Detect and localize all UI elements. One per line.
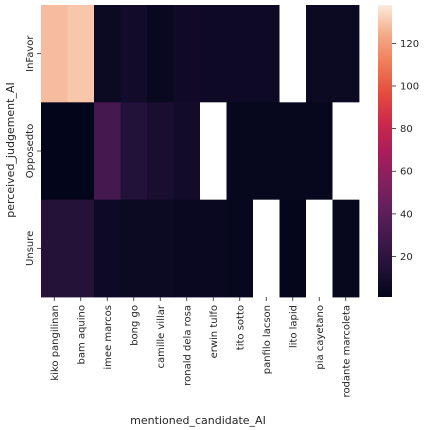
heatmap-cell bbox=[306, 199, 333, 298]
heatmap-cell bbox=[253, 102, 280, 201]
colorbar-tick-label: 80 bbox=[400, 124, 413, 135]
heatmap-cell bbox=[147, 102, 174, 201]
heatmap-cell bbox=[41, 199, 68, 298]
x-tick-label: rodante marcoleta bbox=[341, 305, 352, 397]
heatmap-cell bbox=[94, 5, 121, 103]
heatmap-cell bbox=[226, 102, 254, 201]
heatmap-cell bbox=[41, 102, 68, 201]
heatmap-cell bbox=[279, 5, 307, 103]
colorbar-tick-label: 40 bbox=[400, 209, 413, 220]
colorbar-ticks: 20 40 60 80 100 120 bbox=[392, 39, 419, 263]
colorbar-tick-label: 120 bbox=[400, 39, 419, 50]
x-tick-label: ronald dela rosa bbox=[182, 305, 193, 386]
y-tick-label: Unsure bbox=[25, 231, 36, 266]
heatmap-cell bbox=[200, 102, 227, 201]
heatmap-cell bbox=[94, 102, 121, 201]
heatmap-cell bbox=[67, 5, 95, 103]
x-tick-label: bam aquino bbox=[76, 305, 87, 364]
heatmap-cell bbox=[120, 102, 148, 201]
heatmap-cell bbox=[173, 5, 201, 103]
x-axis-label: mentioned_candidate_AI bbox=[130, 414, 266, 427]
x-tick-label: erwin tulfo bbox=[209, 305, 220, 358]
heatmap-cell bbox=[94, 199, 121, 298]
heatmap-cell bbox=[120, 5, 148, 103]
heatmap-cell bbox=[226, 5, 254, 103]
x-tick-label: lito lapid bbox=[288, 305, 299, 348]
heatmap-cell bbox=[200, 199, 227, 298]
y-tick-label: InFavor bbox=[25, 35, 36, 72]
x-tick-label: tito sotto bbox=[235, 305, 246, 350]
x-tick-label: imee marcos bbox=[103, 305, 114, 370]
heatmap-cell bbox=[120, 199, 148, 298]
heatmap-cell bbox=[332, 5, 360, 103]
heatmap-cell bbox=[253, 5, 280, 103]
heatmap-cell bbox=[147, 199, 174, 298]
heatmap-cell bbox=[279, 199, 307, 298]
x-tick-label: kiko pangilinan bbox=[50, 305, 61, 381]
heatmap-cell bbox=[173, 102, 201, 201]
x-tick-label: panfilo lacson bbox=[262, 305, 273, 374]
heatmap-cell bbox=[306, 102, 333, 201]
heatmap-cells bbox=[41, 5, 360, 298]
heatmap-cell bbox=[226, 199, 254, 298]
heatmap-cell bbox=[67, 199, 95, 298]
x-tick-labels: kiko pangilinan bam aquino imee marcos bong… bbox=[50, 297, 352, 397]
heatmap-cell bbox=[279, 102, 307, 201]
heatmap-cell bbox=[332, 199, 360, 298]
heatmap-cell bbox=[253, 199, 280, 298]
x-tick-label: camille villar bbox=[156, 304, 167, 368]
y-tick-labels: InFavor Opposedto Unsure bbox=[25, 35, 41, 266]
colorbar-tick-label: 100 bbox=[400, 81, 419, 92]
colorbar-tick-label: 60 bbox=[400, 167, 413, 178]
colorbar-tick-label: 20 bbox=[400, 252, 413, 263]
heatmap-cell bbox=[147, 5, 174, 103]
y-tick-label: Opposedto bbox=[25, 124, 36, 178]
x-tick-label: pia cayetano bbox=[315, 305, 326, 370]
colorbar bbox=[378, 5, 392, 297]
heatmap-cell bbox=[67, 102, 95, 201]
heatmap-cell bbox=[306, 5, 333, 103]
heatmap-cell bbox=[200, 5, 227, 103]
heatmap-cell bbox=[332, 102, 360, 201]
heatmap-cell bbox=[41, 5, 68, 103]
heatmap-cell bbox=[173, 199, 201, 298]
x-tick-label: bong go bbox=[129, 305, 140, 346]
y-axis-label: perceived_judgement_AI bbox=[4, 82, 17, 217]
